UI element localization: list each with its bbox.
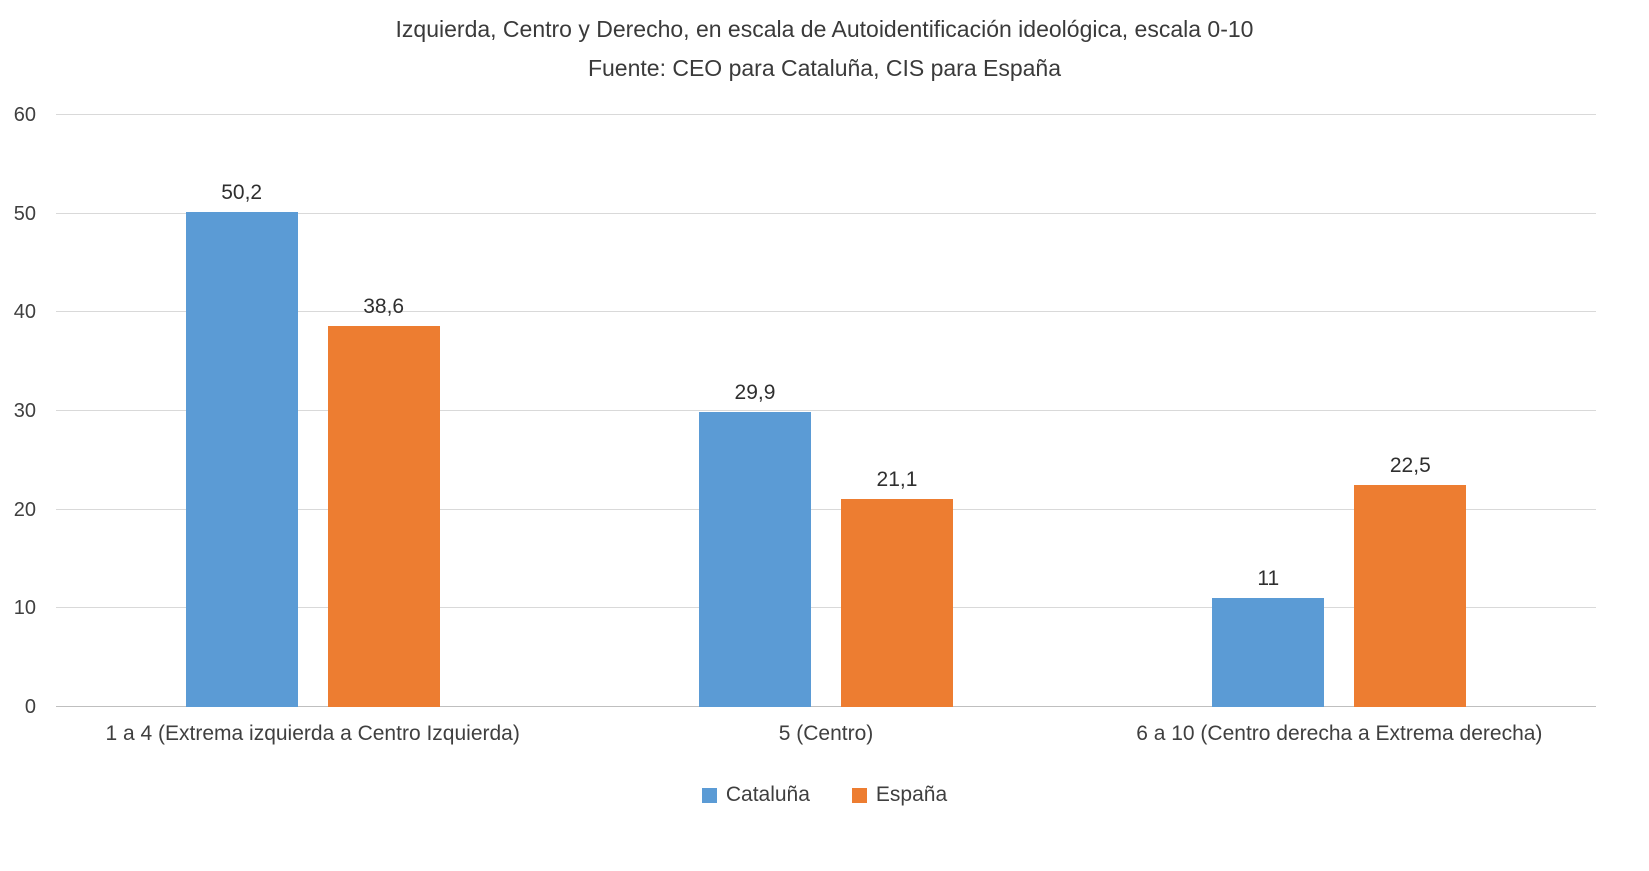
category-label: 6 a 10 (Centro derecha a Extrema derecha…: [1136, 722, 1543, 745]
bar-Cataluña: [185, 211, 298, 707]
y-tick-label: 30: [13, 400, 36, 422]
legend-label: Cataluña: [725, 783, 810, 806]
data-label: 50,2: [221, 180, 263, 204]
y-tick-label: 40: [13, 301, 36, 324]
bar-España: [1354, 485, 1467, 707]
gridline: [56, 508, 1596, 510]
data-label: 22,5: [1389, 454, 1431, 477]
category-group: 50,2 38,6: [56, 115, 569, 707]
bar-column: 21,1: [840, 115, 953, 707]
y-tick-label: 0: [24, 696, 36, 718]
y-tick-label: 60: [13, 104, 36, 126]
y-tick-label: 50: [13, 202, 36, 225]
legend-swatch: [851, 787, 867, 803]
category-label: 5 (Centro): [778, 722, 874, 745]
bar-España: [840, 498, 953, 707]
bar-column: 38,6: [327, 115, 440, 707]
bar-column: 11: [1212, 115, 1325, 707]
data-label: 29,9: [734, 381, 776, 404]
legend-item: España: [851, 783, 948, 807]
legend: Cataluña España: [0, 783, 1649, 807]
bar-column: 29,9: [698, 115, 811, 707]
gridline: [56, 212, 1596, 214]
y-tick-label: 10: [13, 597, 36, 620]
gridline: [56, 311, 1596, 313]
y-tick-label: 20: [13, 498, 36, 521]
x-axis-line: [56, 706, 1596, 707]
gridline: [56, 114, 1596, 115]
bar-España: [327, 326, 440, 707]
plot-area: 50,2 38,6 29,9 21,1 11 22,5: [56, 114, 1596, 707]
chart-title-block: Izquierda, Centro y Derecho, en escala d…: [0, 10, 1649, 88]
x-axis-labels: 1 a 4 (Extrema izquierda a Centro Izquie…: [56, 722, 1596, 746]
y-axis-labels: 0 10 20 30 40 50 60: [0, 104, 40, 718]
data-label: 21,1: [876, 467, 918, 491]
data-label: 38,6: [363, 295, 405, 319]
chart-subtitle: Fuente: CEO para Cataluña, CIS para Espa…: [587, 55, 1062, 81]
bar-column: 50,2: [185, 115, 298, 707]
gridline: [56, 607, 1596, 609]
legend-swatch: [701, 787, 717, 803]
category-group: 29,9 21,1: [569, 115, 1082, 707]
category-group: 11 22,5: [1083, 115, 1596, 707]
chart-title: Izquierda, Centro y Derecho, en escala d…: [395, 16, 1254, 42]
legend-item: Cataluña: [701, 783, 810, 807]
gridline: [56, 410, 1596, 411]
bar-Cataluña: [698, 412, 811, 707]
bar-Cataluña: [1212, 598, 1325, 707]
legend-label: España: [875, 783, 948, 806]
data-label: 11: [1257, 567, 1280, 591]
category-label: 1 a 4 (Extrema izquierda a Centro Izquie…: [105, 722, 520, 745]
bar-column: 22,5: [1354, 115, 1467, 707]
